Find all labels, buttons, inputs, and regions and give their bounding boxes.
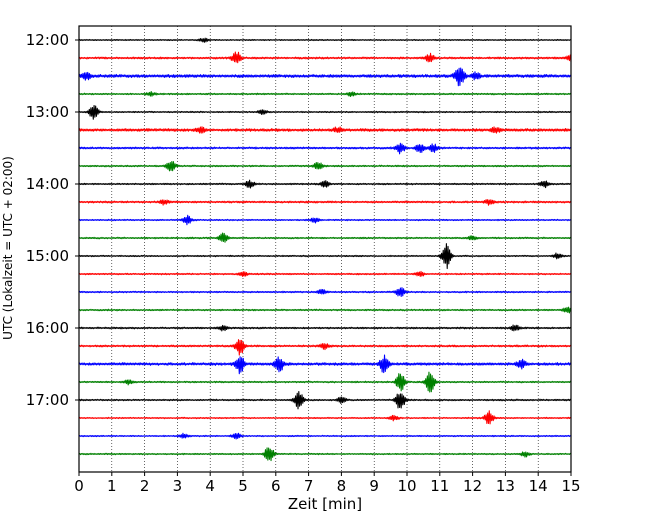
trace-1345 [78, 161, 572, 172]
plot-frame [78, 25, 572, 473]
trace-1600 [78, 324, 572, 332]
x-tick-label: 13 [496, 477, 515, 495]
x-axis: 0 1 2 3 4 5 6 7 8 9 10 11 12 13 14 15 [74, 472, 581, 495]
trace-1415 [78, 199, 572, 206]
y-tick-label: 13:00 [26, 103, 69, 121]
trace-1400 [78, 179, 572, 189]
trace-1730 [78, 432, 572, 440]
trace-1700 [78, 391, 572, 410]
y-tick-label: 16:00 [26, 319, 69, 337]
trace-1530 [78, 287, 572, 297]
grid-lines [111, 26, 539, 472]
trace-1200 [78, 37, 572, 43]
y-tick-label: 15:00 [26, 247, 69, 265]
x-tick-label: 11 [430, 477, 449, 495]
x-tick-label: 8 [337, 477, 347, 495]
x-tick-label: 14 [529, 477, 548, 495]
trace-1630 [78, 354, 572, 375]
trace-1615 [78, 339, 572, 356]
y-tick-label: 12:00 [26, 31, 69, 49]
x-tick-label: 3 [173, 477, 183, 495]
x-tick-label: 7 [304, 477, 314, 495]
trace-1500 [78, 243, 572, 270]
y-tick-label: 17:00 [26, 391, 69, 409]
trace-1515 [78, 270, 572, 277]
y-axis: 12:00 13:00 14:00 15:00 16:00 17:00 [26, 31, 79, 409]
trace-1230 [78, 67, 572, 87]
trace-1645 [78, 371, 572, 393]
x-tick-label: 5 [238, 477, 248, 495]
x-tick-label: 10 [397, 477, 416, 495]
x-tick-label: 6 [271, 477, 281, 495]
y-tick-label: 14:00 [26, 175, 69, 193]
x-tick-label: 1 [107, 477, 117, 495]
y-axis-label: UTC (Lokalzeit = UTC + 02:00) [1, 156, 15, 340]
trace-1745 [78, 447, 572, 462]
x-tick-label: 9 [369, 477, 379, 495]
trace-1215 [78, 51, 572, 64]
trace-1300 [78, 105, 572, 120]
x-tick-label: 2 [140, 477, 150, 495]
trace-1430 [78, 214, 572, 226]
x-tick-label: 15 [561, 477, 580, 495]
trace-1245 [78, 91, 572, 98]
trace-1330 [78, 142, 572, 155]
x-tick-label: 0 [74, 477, 84, 495]
trace-1715 [78, 410, 572, 425]
trace-1315 [78, 126, 572, 134]
x-axis-label: Zeit [min] [288, 495, 362, 513]
trace-group [78, 37, 572, 462]
x-tick-label: 4 [205, 477, 215, 495]
trace-1545 [78, 306, 572, 314]
x-tick-label: 12 [463, 477, 482, 495]
trace-1445 [78, 232, 572, 243]
